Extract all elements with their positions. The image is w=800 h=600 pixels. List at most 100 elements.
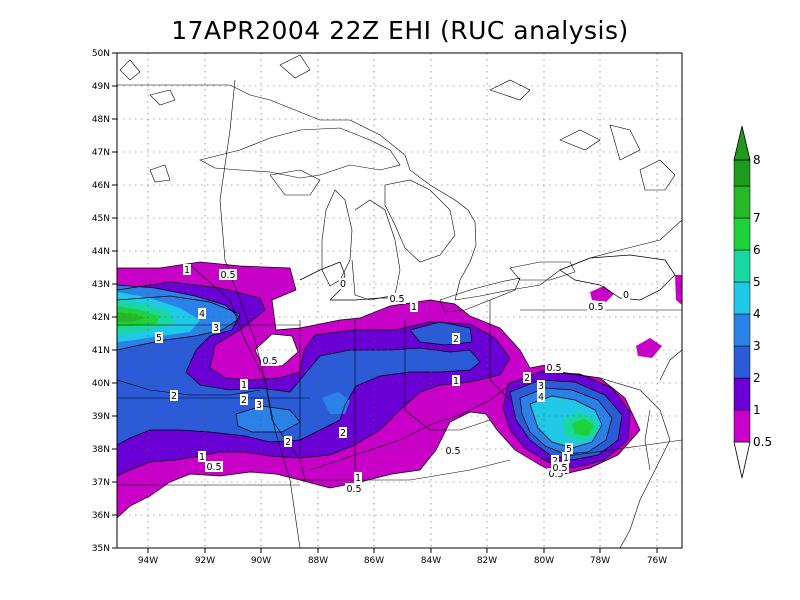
svg-text:0.5: 0.5 [548, 469, 563, 480]
svg-text:1: 1 [563, 453, 569, 464]
contour-label: 0.5 [551, 462, 569, 474]
contour-labels: 1 0.5 0 0.5 1 4 3 5 0.5 1 2 3 2 2 2 1 0.… [155, 264, 630, 495]
lon-label: 92W [195, 556, 215, 566]
contour-label: 0 [622, 289, 630, 301]
geography-lines [117, 54, 682, 548]
colorbar-label: 8 [753, 153, 761, 167]
svg-text:4: 4 [538, 392, 544, 403]
contour-label: 5 [565, 443, 573, 455]
lat-label: 49N [92, 82, 110, 92]
colorbar-swatch [733, 345, 751, 379]
lat-label: 42N [92, 313, 110, 323]
colorbar-swatch [733, 159, 751, 187]
colorbar-swatch [733, 217, 751, 251]
svg-text:0.5: 0.5 [262, 356, 277, 367]
contour-label: 1 [240, 379, 248, 391]
svg-text:0.5: 0.5 [552, 463, 567, 474]
contour-label: 1 [183, 264, 191, 276]
lon-label: 80W [534, 556, 554, 566]
lon-label: 88W [308, 556, 328, 566]
contour-label: 1 [562, 452, 570, 464]
contour-label: 2 [240, 394, 248, 406]
colorbar-label: 2 [753, 371, 761, 385]
contour-label: 0.5 [444, 445, 462, 457]
map-title: 17APR2004 22Z EHI (RUC analysis) [171, 16, 629, 45]
svg-text:3: 3 [256, 400, 262, 411]
lat-label: 38N [92, 445, 110, 455]
svg-text:0.5: 0.5 [546, 363, 561, 374]
svg-text:0.5: 0.5 [346, 484, 361, 495]
svg-text:3: 3 [213, 323, 219, 334]
contour-label: 0.5 [261, 355, 279, 367]
colorbar-label: 4 [753, 307, 761, 321]
colorbar-label: 6 [753, 243, 761, 257]
contour-label: 1 [452, 375, 460, 387]
colorbar-swatch [733, 313, 751, 347]
lat-label: 43N [92, 280, 110, 290]
ehi-contour-lines [117, 254, 676, 519]
colorbar-swatch [733, 409, 751, 443]
contour-label: 0.5 [345, 483, 363, 495]
contour-label: 2 [523, 372, 531, 384]
lat-label: 36N [92, 511, 110, 521]
contour-label: 3 [212, 322, 220, 334]
colorbar-label: 7 [753, 211, 761, 225]
colorbar-swatch [733, 377, 751, 411]
svg-text:0.5: 0.5 [389, 294, 404, 305]
svg-text:2: 2 [171, 391, 177, 402]
contour-label: 0.5 [587, 301, 605, 313]
lat-label: 40N [92, 379, 110, 389]
colorbar-swatch [733, 249, 751, 283]
svg-text:1: 1 [241, 380, 247, 391]
contour-label: 4 [537, 391, 545, 403]
map-frame [116, 52, 683, 549]
contour-label: 2 [284, 436, 292, 448]
svg-text:0: 0 [340, 279, 346, 290]
svg-text:5: 5 [566, 444, 572, 455]
contour-label: 0.5 [205, 461, 223, 473]
contour-label: 1 [198, 451, 206, 463]
lon-label: 86W [364, 556, 384, 566]
lon-label: 90W [251, 556, 271, 566]
svg-text:1: 1 [411, 302, 417, 313]
svg-text:0.5: 0.5 [220, 270, 235, 281]
contour-label: 2 [452, 333, 460, 345]
svg-text:1: 1 [355, 473, 361, 484]
svg-text:0.5: 0.5 [206, 462, 221, 473]
colorbar: 0.5 1 2 3 4 5 6 7 8 [733, 125, 772, 479]
lon-label: 78W [590, 556, 610, 566]
colorbar-bottom-triangle [733, 441, 751, 479]
lat-label: 41N [92, 346, 110, 356]
svg-text:2: 2 [241, 395, 247, 406]
colorbar-label: 0.5 [753, 435, 772, 449]
svg-text:0: 0 [623, 290, 629, 301]
lat-label: 35N [92, 544, 110, 554]
lat-label: 48N [92, 115, 110, 125]
axis-ticks [112, 52, 658, 553]
contour-label: 2 [339, 427, 347, 439]
contour-label: 0.5 [545, 362, 563, 374]
svg-text:5: 5 [156, 333, 162, 344]
svg-text:2: 2 [524, 373, 530, 384]
lat-label: 45N [92, 214, 110, 224]
colorbar-label: 5 [753, 275, 761, 289]
contour-label: 1 [354, 472, 362, 484]
longitude-labels: 94W 92W 90W 88W 86W 84W 82W 80W 78W 76W [138, 556, 667, 566]
svg-text:4: 4 [199, 309, 205, 320]
lat-label: 44N [92, 247, 110, 257]
latitude-labels: 50N 49N 48N 47N 46N 45N 44N 43N 42N 41N … [92, 49, 110, 554]
contour-label: 0.5 [547, 468, 565, 480]
svg-text:2: 2 [340, 428, 346, 439]
colorbar-swatch [733, 185, 751, 219]
svg-text:2: 2 [285, 437, 291, 448]
contour-label: 3 [255, 399, 263, 411]
colorbar-top-triangle [733, 125, 751, 161]
lat-label: 50N [92, 49, 110, 59]
contour-label: 3 [537, 380, 545, 392]
colorbar-label: 1 [753, 403, 761, 417]
contour-label: 0.5 [219, 269, 237, 281]
lat-label: 46N [92, 181, 110, 191]
lat-label: 47N [92, 148, 110, 158]
contour-label: 5 [155, 332, 163, 344]
